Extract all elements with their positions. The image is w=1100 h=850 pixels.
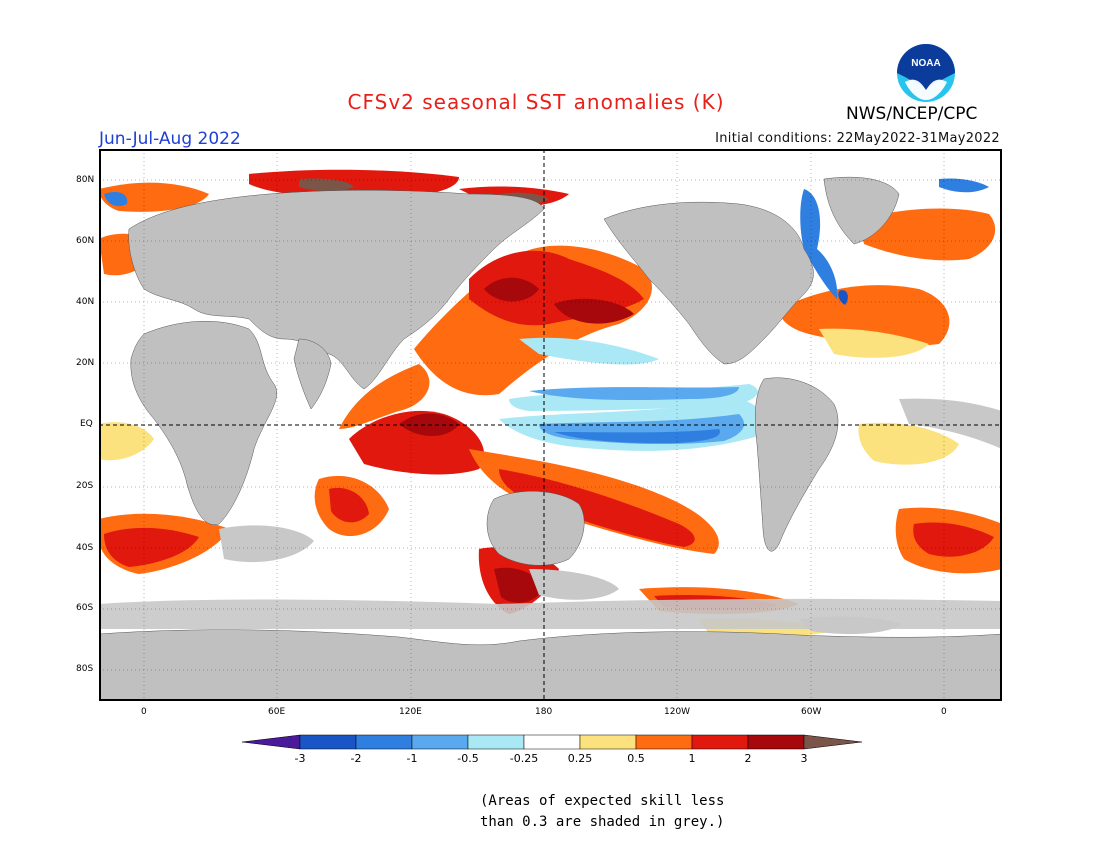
lon-label: 0 bbox=[941, 707, 947, 717]
sst-anomaly-map bbox=[99, 149, 1002, 701]
forecast-period: Jun-Jul-Aug 2022 bbox=[99, 129, 241, 149]
colorbar-tick-label: -3 bbox=[295, 752, 306, 765]
lat-label: 80S bbox=[76, 664, 94, 674]
land-masses bbox=[99, 176, 1002, 701]
lat-grid bbox=[99, 149, 1002, 701]
colorbar-swatch bbox=[355, 734, 413, 750]
initial-conditions: Initial conditions: 22May2022-31May2022 bbox=[715, 131, 1000, 146]
lon-label: 180 bbox=[535, 707, 553, 717]
lat-label: 20S bbox=[76, 481, 94, 491]
colorbar-tick-label: -0.5 bbox=[457, 752, 478, 765]
noaa-logo: NOAA bbox=[896, 43, 956, 103]
colorbar-tick-label: 1 bbox=[689, 752, 696, 765]
colorbar-tick-label: -1 bbox=[407, 752, 418, 765]
colorbar-swatch bbox=[299, 734, 357, 750]
colorbar-arrow-low bbox=[241, 734, 301, 750]
colorbar-tick-label: 0.5 bbox=[627, 752, 645, 765]
skill-note-line: than 0.3 are shaded in grey.) bbox=[480, 814, 725, 830]
lat-label: 20N bbox=[76, 358, 95, 368]
lat-label: 60S bbox=[76, 603, 94, 613]
lon-label: 120E bbox=[399, 707, 422, 717]
skill-note: (Areas of expected skill less than 0.3 a… bbox=[480, 791, 724, 833]
map-title: CFSv2 seasonal SST anomalies (K) bbox=[347, 90, 725, 114]
lat-label: 60N bbox=[76, 236, 95, 246]
colorbar-swatch bbox=[523, 734, 581, 750]
lon-label: 60W bbox=[801, 707, 822, 717]
anomaly-field bbox=[99, 169, 1002, 637]
lat-label: 40S bbox=[76, 543, 94, 553]
colorbar-tick-label: 0.25 bbox=[568, 752, 593, 765]
colorbar-tick-label: 3 bbox=[801, 752, 808, 765]
lat-label: 40N bbox=[76, 297, 95, 307]
lon-label: 0 bbox=[141, 707, 147, 717]
colorbar-tick-label: -0.25 bbox=[510, 752, 538, 765]
colorbar-tick-label: -2 bbox=[351, 752, 362, 765]
colorbar-swatch bbox=[579, 734, 637, 750]
lat-label: EQ bbox=[80, 419, 93, 429]
map-frame bbox=[99, 149, 1002, 701]
colorbar-tick-label: 2 bbox=[745, 752, 752, 765]
skill-note-line: (Areas of expected skill less bbox=[480, 793, 725, 809]
colorbar-swatch bbox=[691, 734, 749, 750]
colorbar-swatch bbox=[635, 734, 693, 750]
agency-label: NWS/NCEP/CPC bbox=[846, 104, 978, 124]
colorbar-swatch bbox=[747, 734, 805, 750]
lon-label: 60E bbox=[268, 707, 286, 717]
colorbar-arrow-high bbox=[803, 734, 862, 750]
colorbar-swatch bbox=[411, 734, 469, 750]
colorbar: -3 -2 -1 -0.5 -0.25 0.25 0.5 1 2 3 bbox=[241, 734, 862, 765]
lon-label: 120W bbox=[664, 707, 691, 717]
colorbar-swatch bbox=[467, 734, 525, 750]
noaa-logo-text: NOAA bbox=[911, 58, 940, 69]
lat-label: 80N bbox=[76, 175, 95, 185]
